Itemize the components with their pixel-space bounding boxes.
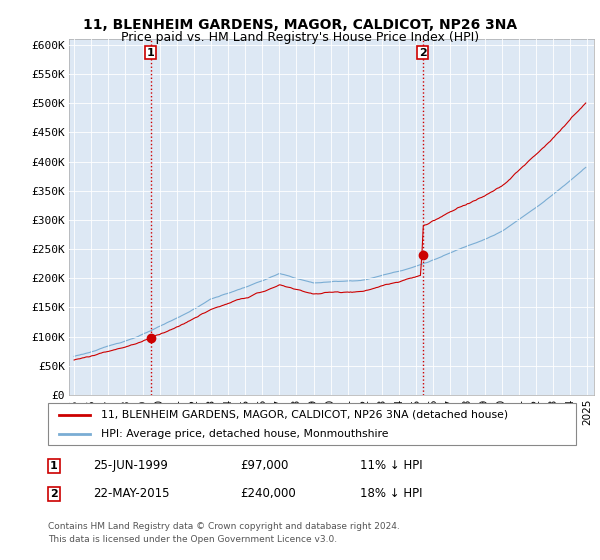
Text: £97,000: £97,000 — [240, 459, 289, 473]
Text: Price paid vs. HM Land Registry's House Price Index (HPI): Price paid vs. HM Land Registry's House … — [121, 31, 479, 44]
Text: £240,000: £240,000 — [240, 487, 296, 501]
Text: 2: 2 — [419, 48, 427, 58]
Text: 22-MAY-2015: 22-MAY-2015 — [93, 487, 170, 501]
Text: 2: 2 — [50, 489, 58, 499]
Text: 11, BLENHEIM GARDENS, MAGOR, CALDICOT, NP26 3NA: 11, BLENHEIM GARDENS, MAGOR, CALDICOT, N… — [83, 18, 517, 32]
Text: 1: 1 — [147, 48, 155, 58]
Text: HPI: Average price, detached house, Monmouthshire: HPI: Average price, detached house, Monm… — [101, 429, 388, 439]
Text: 11, BLENHEIM GARDENS, MAGOR, CALDICOT, NP26 3NA (detached house): 11, BLENHEIM GARDENS, MAGOR, CALDICOT, N… — [101, 409, 508, 419]
Text: 25-JUN-1999: 25-JUN-1999 — [93, 459, 168, 473]
Text: Contains HM Land Registry data © Crown copyright and database right 2024.
This d: Contains HM Land Registry data © Crown c… — [48, 522, 400, 544]
Text: 11% ↓ HPI: 11% ↓ HPI — [360, 459, 422, 473]
Text: 18% ↓ HPI: 18% ↓ HPI — [360, 487, 422, 501]
Text: 1: 1 — [50, 461, 58, 471]
